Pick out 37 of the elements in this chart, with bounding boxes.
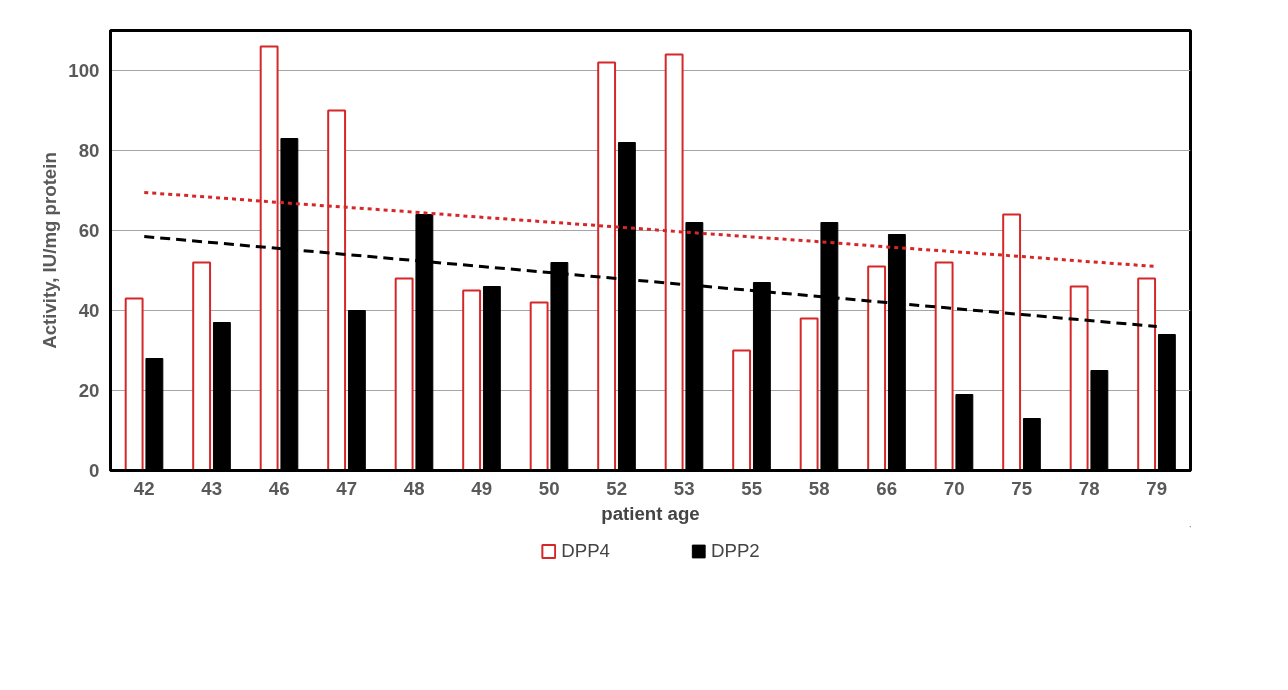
x-tick-label: 43 — [201, 477, 223, 499]
x-tick-label: 46 — [268, 477, 290, 499]
bar — [192, 261, 212, 471]
x-tick-label: 66 — [876, 477, 898, 499]
y-tick-label: 100 — [68, 60, 100, 81]
x-tick-label: 42 — [133, 477, 155, 499]
bar — [1069, 285, 1089, 471]
x-tick-label: 53 — [673, 477, 695, 499]
x-axis-title: patient age — [601, 502, 700, 524]
y-tick-label: 40 — [78, 300, 100, 321]
x-tick-label: 47 — [336, 477, 358, 499]
bar — [799, 317, 819, 471]
bar — [934, 261, 954, 471]
bar — [124, 297, 144, 471]
x-tick-label: 58 — [808, 477, 830, 499]
x-tick-label: 52 — [606, 477, 628, 499]
y-tick-label: 20 — [78, 380, 100, 401]
x-tick-label: 55 — [741, 477, 763, 499]
bar — [867, 265, 887, 471]
bar — [529, 301, 549, 471]
x-tick-label: 49 — [471, 477, 493, 499]
bar — [1137, 277, 1157, 471]
x-tick-label: 75 — [1011, 477, 1033, 499]
bar — [732, 349, 752, 471]
y-axis-title: Activity, IU/mg protein — [39, 152, 61, 349]
y-tick-label: 0 — [89, 460, 100, 481]
legend-label: DPP4 — [561, 540, 610, 562]
x-tick-label: 48 — [403, 477, 425, 499]
x-tick-label: 78 — [1078, 477, 1100, 499]
bar — [394, 277, 414, 471]
bar — [462, 289, 482, 471]
x-tick-label: 79 — [1146, 477, 1168, 499]
y-tick-label: 60 — [78, 220, 100, 241]
x-tick-label: 50 — [538, 477, 560, 499]
legend-label: DPP2 — [711, 540, 760, 562]
y-tick-label: 80 — [78, 140, 100, 161]
x-tick-label: 70 — [943, 477, 965, 499]
